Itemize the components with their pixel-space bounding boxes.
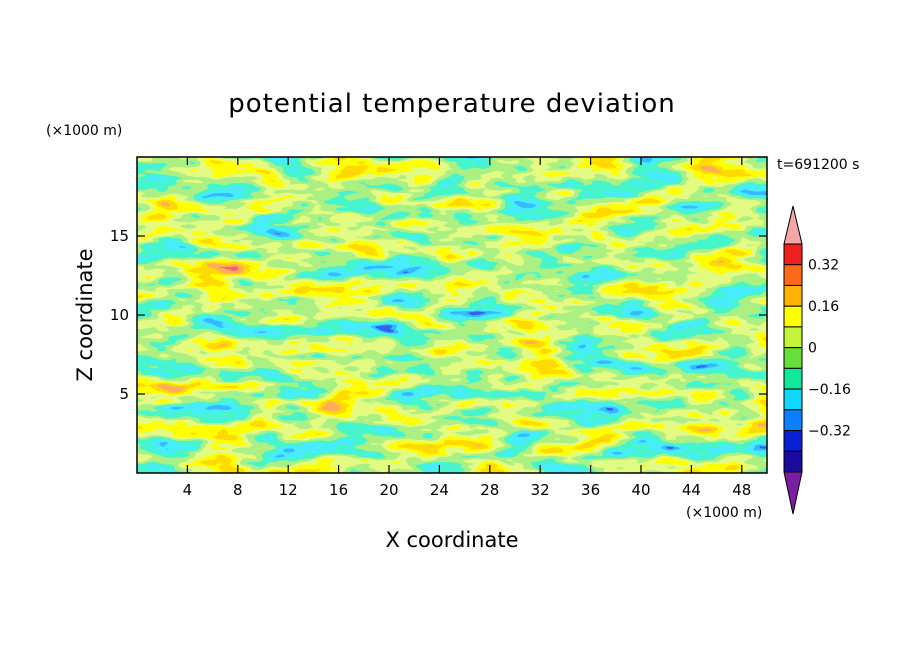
x-tick-label: 40 bbox=[631, 481, 650, 499]
chart-title: potential temperature deviation bbox=[228, 89, 675, 119]
colorbar: −0.32 −0.16 0 0.16 0.32 bbox=[783, 205, 851, 515]
colorbar-box bbox=[783, 450, 803, 473]
x-tick-label: 20 bbox=[379, 481, 398, 499]
colorbar-box bbox=[783, 326, 803, 349]
colorbar-box bbox=[783, 284, 803, 307]
x-tick-label: 12 bbox=[279, 481, 298, 499]
colorbar-box bbox=[783, 347, 803, 369]
x-tick-label: 48 bbox=[732, 481, 751, 499]
y-axis-ticks: 5 10 15 bbox=[110, 227, 767, 403]
y-tick-label: 5 bbox=[119, 385, 129, 403]
colorbar-box bbox=[783, 388, 803, 411]
colorbar-tick-label: −0.32 bbox=[808, 424, 851, 440]
colorbar-tick-label: 0.16 bbox=[808, 299, 839, 315]
colorbar-tick-label: −0.16 bbox=[808, 382, 851, 398]
x-tick-label: 4 bbox=[183, 481, 193, 499]
colorbar-top-triangle bbox=[783, 205, 803, 245]
x-axis-label: X coordinate bbox=[385, 528, 518, 552]
colorbar-box bbox=[783, 264, 803, 286]
heatmap-field bbox=[137, 157, 767, 473]
colorbar-box bbox=[783, 305, 803, 328]
x-tick-label: 16 bbox=[329, 481, 348, 499]
colorbar-box bbox=[783, 430, 803, 452]
x-axis-unit: (×1000 m) bbox=[686, 505, 762, 521]
colorbar-tick-label: 0.32 bbox=[808, 258, 839, 274]
x-tick-label: 28 bbox=[480, 481, 499, 499]
x-tick-label: 32 bbox=[531, 481, 550, 499]
colorbar-box bbox=[783, 367, 803, 390]
x-tick-label: 24 bbox=[430, 481, 449, 499]
colorbar-tick-label: 0 bbox=[808, 341, 817, 357]
x-tick-label: 8 bbox=[233, 481, 243, 499]
time-label: t=691200 s bbox=[777, 157, 859, 173]
y-axis-unit: (×1000 m) bbox=[46, 123, 122, 139]
colorbar-bottom-triangle bbox=[783, 471, 803, 515]
y-axis-label: Z coordinate bbox=[73, 248, 97, 381]
x-axis-ticks: 4 8 12 16 20 24 28 32 36 40 44 48 bbox=[183, 157, 751, 499]
x-tick-label: 36 bbox=[581, 481, 600, 499]
colorbar-box bbox=[783, 409, 803, 432]
x-tick-label: 44 bbox=[682, 481, 701, 499]
y-tick-label: 15 bbox=[110, 227, 129, 245]
colorbar-box bbox=[783, 243, 803, 266]
y-tick-label: 10 bbox=[110, 306, 129, 324]
